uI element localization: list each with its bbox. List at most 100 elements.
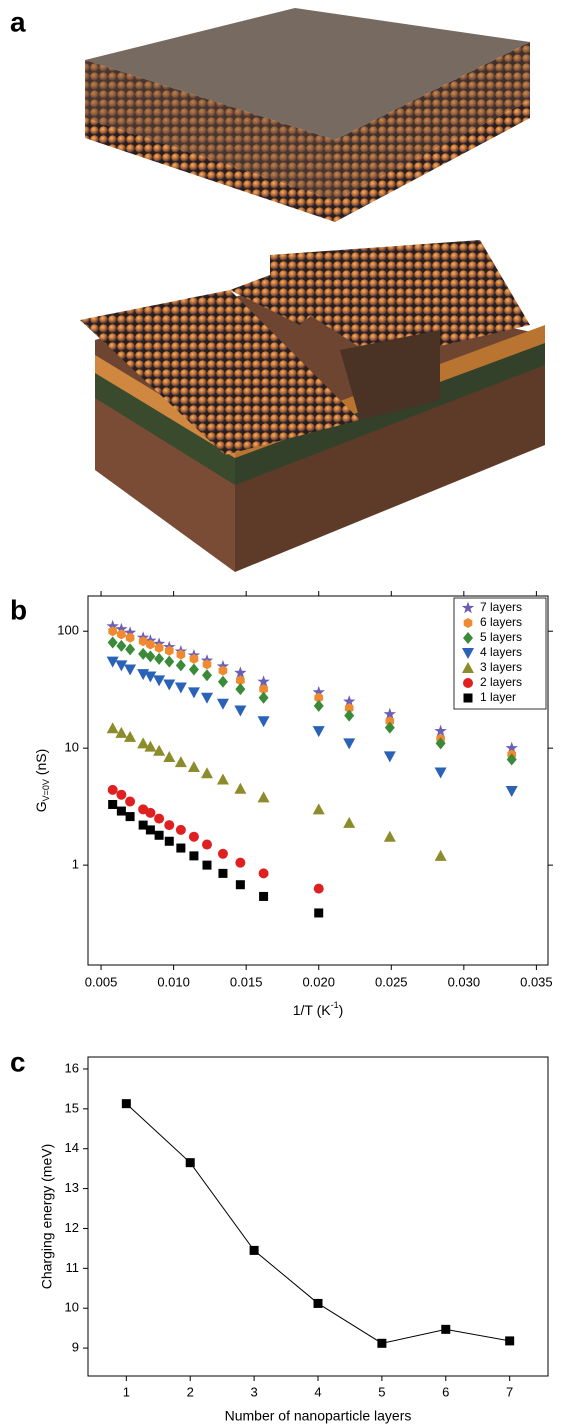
marker [216, 773, 229, 785]
marker [153, 744, 166, 756]
marker [154, 652, 165, 665]
marker [163, 751, 176, 763]
marker [313, 699, 324, 712]
marker [344, 709, 355, 722]
marker [107, 636, 118, 649]
marker [108, 799, 118, 809]
marker [235, 683, 246, 696]
panel-label: c [10, 1046, 26, 1077]
marker [377, 1338, 387, 1348]
marker [175, 824, 186, 835]
marker [218, 868, 228, 878]
x-tick-label: 0.035 [520, 974, 553, 989]
marker [217, 848, 228, 859]
x-tick-label: 0.015 [230, 974, 263, 989]
marker [383, 751, 396, 763]
y-axis-label-text: G [33, 801, 49, 812]
marker [314, 908, 324, 918]
marker [116, 806, 126, 816]
y-tick-label: 16 [65, 1060, 79, 1075]
marker [385, 716, 395, 727]
marker [154, 830, 164, 840]
marker [138, 647, 149, 660]
marker [383, 707, 397, 720]
marker [434, 724, 447, 737]
marker [106, 656, 119, 668]
marker [145, 825, 155, 835]
marker [187, 761, 200, 773]
marker [146, 639, 155, 650]
chart-b: 0.005 0.010 0.015 0.020 0.025 0.030 0.035 1 10 10… [33, 591, 553, 1018]
marker [506, 753, 517, 766]
y-tick-label: 100 [57, 623, 79, 638]
marker [343, 738, 356, 750]
marker [123, 626, 137, 639]
legend-marker [463, 693, 473, 703]
marker [115, 622, 128, 635]
marker [344, 703, 354, 714]
marker [383, 830, 396, 842]
marker [202, 860, 212, 870]
marker [174, 682, 187, 694]
marker [124, 730, 137, 742]
marker [434, 849, 447, 861]
y-axis-label-sub: V=0V [41, 779, 51, 801]
x-tick-label: 2 [187, 1384, 194, 1399]
x-tick-label: 4 [314, 1384, 321, 1399]
legend-label: 2 layers [480, 675, 522, 689]
marker [164, 836, 174, 846]
marker [313, 883, 324, 894]
legend-label: 5 layers [480, 630, 522, 644]
marker [175, 659, 186, 672]
marker [164, 820, 175, 831]
x-axis-label-sup: -1 [331, 1000, 339, 1010]
marker [441, 1324, 451, 1334]
marker [235, 880, 245, 890]
marker [343, 695, 356, 707]
y-tick-label: 12 [65, 1220, 79, 1235]
marker [505, 1336, 515, 1346]
marker [125, 796, 136, 807]
marker [257, 675, 270, 687]
y-tick-label: 9 [72, 1340, 79, 1355]
marker [259, 684, 268, 695]
panel-label: a [10, 6, 26, 37]
marker [234, 705, 247, 717]
marker [312, 685, 325, 698]
x-tick-label: 0.005 [85, 974, 118, 989]
plot-frame [87, 1056, 549, 1377]
marker [258, 868, 269, 879]
marker [234, 782, 247, 794]
marker [138, 636, 148, 647]
y-tick-label: 14 [65, 1140, 79, 1155]
marker [259, 891, 269, 901]
marker [257, 791, 270, 803]
x-tick-label: 1 [123, 1384, 130, 1399]
marker [185, 1158, 195, 1168]
marker [189, 653, 199, 664]
x-tick-label: 5 [378, 1384, 385, 1399]
marker [188, 663, 199, 676]
y-tick-label: 13 [65, 1180, 79, 1195]
marker [145, 650, 156, 663]
plot-frame [87, 595, 549, 966]
marker [138, 820, 148, 830]
marker [107, 784, 118, 795]
x-tick-label: 6 [442, 1384, 449, 1399]
marker [106, 722, 119, 734]
marker [125, 643, 136, 656]
marker [115, 726, 128, 738]
legend-label: 4 layers [480, 645, 522, 659]
marker [154, 642, 164, 653]
marker [217, 675, 228, 688]
x-tick-label: 0.010 [157, 974, 190, 989]
marker [312, 726, 325, 738]
marker [201, 839, 212, 850]
marker [115, 660, 128, 672]
y-axis-label-text: (nS) [33, 749, 49, 779]
legend-marker [463, 678, 473, 688]
marker [106, 619, 119, 632]
marker [236, 675, 245, 686]
